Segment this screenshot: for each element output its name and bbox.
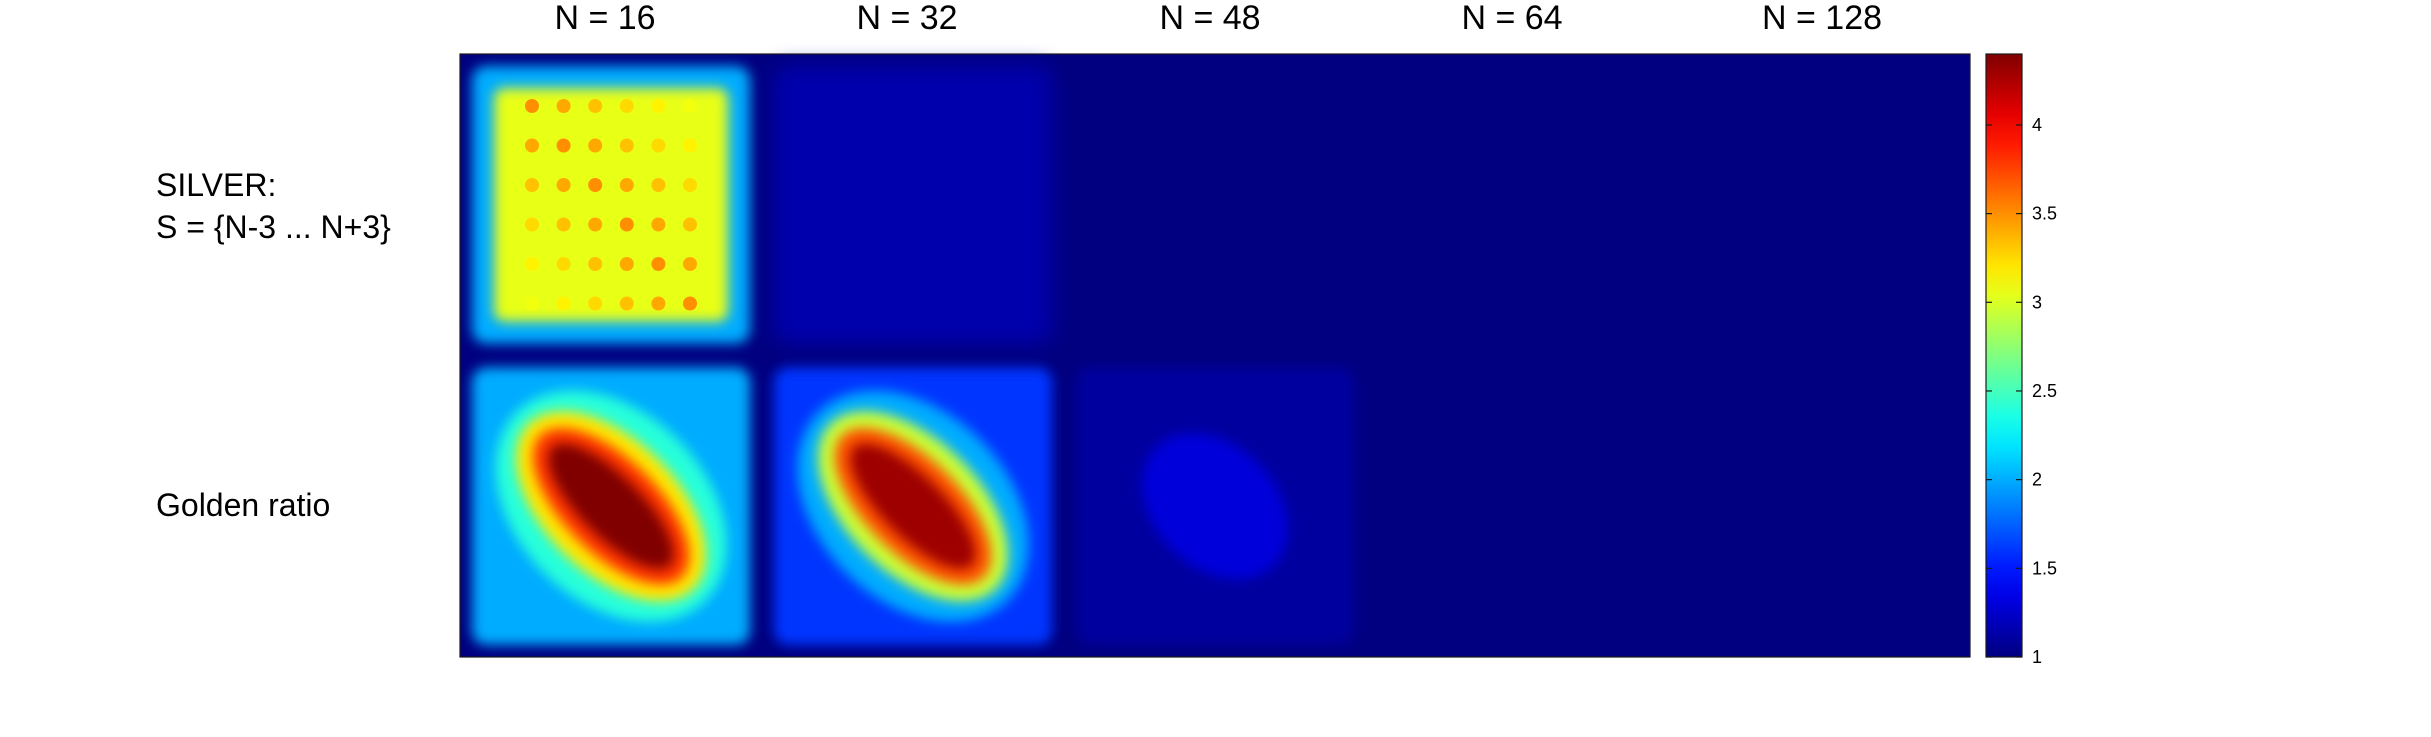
colorbar: 1 1.5 2 2.5 3 3.5 4 xyxy=(1985,53,2057,667)
panel-plateau xyxy=(494,88,728,322)
grid-hotspot xyxy=(619,217,634,232)
grid-hotspot xyxy=(651,296,666,311)
column-label-n32: N = 32 xyxy=(856,0,958,37)
grid-hotspot xyxy=(556,296,571,311)
grid-hotspot xyxy=(619,178,634,192)
colorbar-tick-label: 1.5 xyxy=(2032,558,2057,578)
column-label-n48: N = 48 xyxy=(1159,0,1261,37)
row-label-silver-line-2: S = {N-3 ... N+3} xyxy=(156,209,391,245)
grid-hotspot xyxy=(556,178,571,192)
grid-hotspot xyxy=(556,217,571,232)
colorbar-tick-label: 2 xyxy=(2032,470,2042,490)
heatmap-panel-r0-c1 xyxy=(774,66,1052,344)
diagonal-contour xyxy=(548,443,674,570)
grid-hotspot xyxy=(525,296,539,311)
heatmap-panel-r1-c1 xyxy=(774,367,1052,645)
heatmap-panel-r1-c0 xyxy=(472,367,750,645)
diagonal-contour xyxy=(850,443,976,570)
colorbar-tick-label: 3 xyxy=(2032,292,2042,312)
panel-base xyxy=(774,66,1052,344)
colorbar-gradient xyxy=(1985,53,2023,658)
grid-hotspot xyxy=(525,257,539,271)
row-label-silver-line-1: SILVER: xyxy=(156,167,277,203)
grid-hotspot xyxy=(556,257,571,271)
grid-hotspot xyxy=(556,99,571,113)
grid-hotspot xyxy=(651,217,666,232)
colorbar-tick-label: 1 xyxy=(2032,647,2042,667)
grid-hotspot xyxy=(651,138,666,153)
column-label-n128: N = 128 xyxy=(1761,0,1883,37)
grid-hotspot xyxy=(588,99,603,113)
grid-hotspot xyxy=(588,296,603,311)
grid-hotspot xyxy=(651,257,666,271)
column-label-n16: N = 16 xyxy=(554,0,656,37)
grid-hotspot xyxy=(588,217,603,232)
grid-hotspot xyxy=(525,99,539,113)
grid-hotspot xyxy=(619,138,634,153)
grid-hotspot xyxy=(619,296,634,311)
plot-frame xyxy=(459,53,1971,658)
row-label-golden: Golden ratio xyxy=(156,487,331,523)
column-label-n64: N = 64 xyxy=(1461,0,1563,37)
grid-hotspot xyxy=(525,138,539,153)
grid-hotspot xyxy=(525,178,539,192)
grid-hotspot xyxy=(651,99,666,113)
grid-hotspot xyxy=(619,257,634,271)
grid-hotspot xyxy=(651,178,666,192)
grid-hotspot xyxy=(588,178,603,192)
grid-hotspot xyxy=(588,138,603,153)
colorbar-tick-label: 2.5 xyxy=(2032,381,2057,401)
grid-hotspot xyxy=(683,296,697,311)
grid-hotspot xyxy=(683,217,697,232)
grid-hotspot xyxy=(683,257,697,271)
grid-hotspot xyxy=(588,257,603,271)
heatmap-panels xyxy=(460,54,1970,657)
grid-hotspot xyxy=(683,138,697,153)
heatmap-panel-r0-c0 xyxy=(472,66,750,344)
colorbar-tick-label: 4 xyxy=(2032,115,2042,135)
grid-hotspot xyxy=(525,217,539,232)
grid-hotspot xyxy=(683,178,697,192)
faint-center xyxy=(1141,433,1289,580)
heatmap-panel-r1-c2 xyxy=(1076,367,1354,645)
grid-hotspot xyxy=(683,99,697,113)
grid-hotspot xyxy=(556,138,571,153)
colorbar-tick-label: 3.5 xyxy=(2032,204,2057,224)
grid-hotspot xyxy=(619,99,634,113)
row-label-silver: SILVER: S = {N-3 ... N+3} xyxy=(156,164,391,248)
